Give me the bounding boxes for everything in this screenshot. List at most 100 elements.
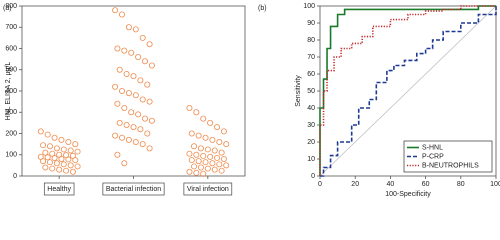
data-point [112, 132, 119, 139]
data-point [148, 62, 155, 69]
data-point [121, 47, 128, 54]
data-point [37, 128, 44, 135]
data-point [58, 136, 65, 143]
data-point [114, 100, 121, 107]
y-tick-label: 200 [5, 130, 17, 137]
data-point [60, 161, 67, 168]
data-point [197, 145, 204, 152]
data-point [44, 154, 51, 161]
data-point [58, 155, 65, 162]
data-point [211, 166, 218, 173]
data-point [46, 159, 53, 166]
x-tick-label: 0 [318, 181, 322, 188]
y-axis-label: Sensitivity [295, 75, 302, 107]
data-point [125, 136, 132, 143]
data-point [119, 11, 126, 18]
data-point [146, 41, 153, 48]
data-point [139, 141, 146, 148]
data-point [42, 149, 49, 156]
legend-box [403, 140, 493, 173]
x-tick-label: 20 [351, 181, 359, 188]
y-tick-label: 100 [5, 152, 17, 159]
data-point [51, 134, 58, 141]
data-point [72, 141, 79, 148]
x-tick-label: Bacterial infection [106, 186, 161, 193]
y-tick-label: 50 [307, 88, 315, 95]
y-axis-label: HNL ELISA 2, µg/L [5, 62, 12, 121]
data-point [139, 96, 146, 103]
y-tick-label: 0 [13, 173, 17, 180]
data-point [49, 165, 56, 172]
data-point [125, 90, 132, 97]
data-point [195, 132, 202, 139]
roc-curve [320, 6, 497, 177]
x-tick-label: Healthy [47, 186, 71, 193]
data-point [119, 134, 126, 141]
x-tick-label: 100 [490, 181, 500, 188]
data-point [186, 168, 193, 175]
data-point [119, 88, 126, 95]
data-point [135, 111, 142, 118]
data-point [135, 54, 142, 61]
y-tick-label: 800 [5, 3, 17, 10]
data-point [223, 141, 230, 148]
y-tick-label: 90 [307, 20, 315, 27]
panel-label: (b) [258, 5, 267, 12]
data-point [141, 115, 148, 122]
data-point [121, 160, 128, 167]
y-tick-label: 100 [303, 3, 315, 10]
y-tick-label: 500 [5, 67, 17, 74]
y-tick-label: 80 [307, 37, 315, 44]
data-point [53, 145, 60, 152]
data-point [209, 160, 216, 167]
legend-label: P-CRP [422, 153, 444, 160]
data-point [114, 151, 121, 158]
data-point [51, 154, 58, 161]
data-point [132, 138, 139, 145]
data-point [200, 152, 207, 159]
data-point [65, 138, 72, 145]
data-point [42, 164, 49, 171]
data-point [193, 169, 200, 176]
y-tick-label: 0 [311, 173, 315, 180]
data-point [74, 148, 81, 155]
label-box [102, 182, 165, 196]
data-point [67, 147, 74, 154]
y-tick-label: 10 [307, 156, 315, 163]
y-tick-label: 700 [5, 24, 17, 31]
data-point [202, 134, 209, 141]
data-point [123, 71, 130, 78]
data-point [125, 24, 132, 31]
data-point [218, 149, 225, 156]
x-tick-label: 60 [422, 181, 430, 188]
data-point [44, 131, 51, 138]
data-point [191, 143, 198, 150]
data-point [188, 157, 195, 164]
data-point [53, 160, 60, 167]
data-point [137, 126, 144, 133]
data-point [214, 154, 221, 161]
data-point [132, 26, 139, 33]
data-point [121, 105, 128, 112]
data-point [56, 166, 63, 173]
data-point [72, 157, 79, 164]
data-point [193, 151, 200, 158]
data-point [218, 167, 225, 174]
data-point [130, 73, 137, 80]
reference-diagonal [319, 5, 497, 177]
data-point [130, 124, 137, 131]
data-point [46, 143, 53, 150]
x-tick-label: Viral infection [187, 186, 229, 193]
data-point [204, 146, 211, 153]
data-point [207, 153, 214, 160]
data-point [211, 147, 218, 154]
y-tick-label: 600 [5, 45, 17, 52]
label-box [43, 182, 75, 196]
panel-label: (a) [3, 5, 12, 12]
data-point [137, 77, 144, 84]
data-point [116, 66, 123, 73]
data-point [200, 115, 207, 122]
data-point [114, 45, 121, 52]
data-point [116, 119, 123, 126]
x-tick-label: 40 [387, 181, 395, 188]
